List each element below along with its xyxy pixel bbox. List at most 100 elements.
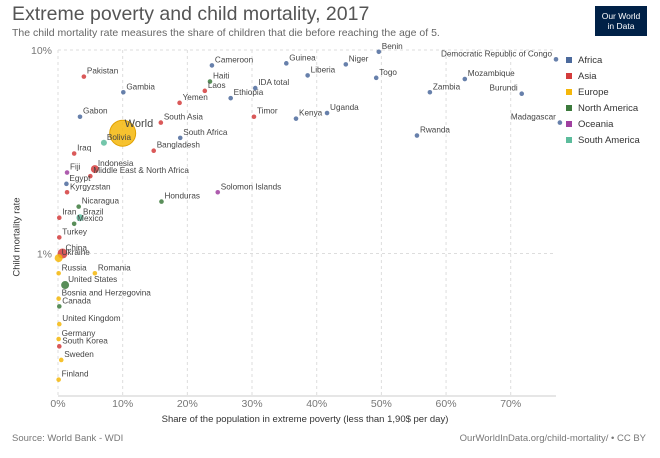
data-point[interactable]: [427, 89, 433, 95]
data-point[interactable]: [56, 215, 62, 220]
data-point[interactable]: [71, 221, 77, 227]
logo-line-1: Our World: [601, 11, 641, 21]
data-point[interactable]: [56, 377, 61, 382]
data-point[interactable]: [61, 281, 70, 290]
point-label: World: [125, 118, 154, 130]
point-label: Liberia: [311, 65, 336, 74]
data-point[interactable]: [557, 120, 563, 125]
data-point[interactable]: [462, 76, 468, 82]
legend-label: Asia: [578, 70, 597, 82]
data-point[interactable]: [64, 181, 69, 187]
data-point[interactable]: [109, 119, 137, 147]
point-label: Uganda: [330, 103, 359, 112]
legend-item[interactable]: South America: [566, 132, 640, 148]
point-label: Bosnia and Herzegovina: [62, 289, 152, 298]
data-point[interactable]: [305, 73, 310, 78]
data-point[interactable]: [373, 75, 379, 81]
legend-item[interactable]: Africa: [566, 52, 640, 68]
point-label: Nicaragua: [82, 197, 120, 206]
x-tick-label: 20%: [177, 398, 198, 410]
data-point[interactable]: [252, 85, 258, 91]
legend-item[interactable]: Oceania: [566, 116, 640, 132]
data-point[interactable]: [177, 135, 183, 141]
point-label: IDA total: [258, 78, 289, 87]
point-label: Cameroon: [215, 55, 254, 64]
point-label: China: [66, 244, 88, 253]
data-point[interactable]: [100, 139, 107, 146]
point-label: United Kingdom: [62, 314, 120, 323]
data-point[interactable]: [56, 321, 62, 327]
tick-labels: 0% 10% 20% 30% 40% 50% 60% 70% 10% 1%: [31, 45, 521, 410]
x-axis-label: Share of the population in extreme pover…: [161, 414, 449, 425]
data-point[interactable]: [293, 116, 299, 121]
data-point[interactable]: [56, 270, 61, 276]
point-label: Indonesia: [98, 159, 134, 168]
x-tick-label: 50%: [371, 398, 392, 410]
data-point[interactable]: [88, 173, 93, 179]
data-point[interactable]: [284, 61, 289, 66]
data-points: [54, 49, 563, 382]
x-tick-label: 0%: [50, 398, 65, 410]
point-label: Togo: [379, 68, 397, 77]
legend-item[interactable]: Asia: [566, 68, 640, 84]
y-axis-label: Child mortality rate: [11, 197, 23, 277]
data-point[interactable]: [343, 62, 349, 67]
data-point[interactable]: [64, 170, 70, 175]
data-point[interactable]: [64, 189, 70, 195]
data-point[interactable]: [151, 148, 157, 154]
data-point[interactable]: [54, 254, 63, 263]
legend-swatch: [566, 137, 572, 143]
x-tick-label: 30%: [242, 398, 263, 410]
grid-lines: [57, 49, 556, 397]
point-labels: Benin Niger Democratic Republic of Congo Gu…: [62, 42, 556, 379]
data-point[interactable]: [519, 91, 525, 96]
point-label: Kyrgyzstan: [70, 182, 111, 191]
data-point[interactable]: [159, 199, 164, 204]
data-point[interactable]: [177, 100, 182, 106]
legend-item[interactable]: Europe: [566, 84, 640, 100]
data-point[interactable]: [81, 74, 87, 79]
data-point[interactable]: [71, 151, 77, 156]
point-label: Romania: [98, 263, 131, 272]
data-point[interactable]: [58, 357, 64, 363]
legend-item[interactable]: North America: [566, 100, 640, 116]
owid-logo[interactable]: Our World in Data: [595, 6, 647, 36]
point-label: Honduras: [164, 192, 200, 201]
data-point[interactable]: [76, 214, 84, 222]
data-point[interactable]: [56, 336, 61, 342]
data-point[interactable]: [202, 88, 208, 94]
data-point[interactable]: [251, 114, 257, 120]
data-point[interactable]: [228, 95, 233, 101]
legend-swatch: [566, 89, 572, 95]
data-point[interactable]: [76, 204, 81, 209]
point-label: Ukraine: [62, 248, 91, 257]
source-note: Source: World Bank - WDI: [12, 433, 124, 444]
data-point[interactable]: [92, 270, 98, 276]
point-label: South Africa: [183, 128, 228, 137]
legend-label: Oceania: [578, 118, 614, 130]
data-point[interactable]: [56, 344, 62, 349]
chart-title: Extreme poverty and child mortality, 201…: [12, 3, 370, 25]
data-point[interactable]: [553, 57, 559, 62]
data-point[interactable]: [56, 235, 62, 240]
data-point[interactable]: [121, 89, 126, 95]
data-point[interactable]: [56, 304, 62, 309]
data-point[interactable]: [414, 133, 420, 138]
data-point[interactable]: [376, 49, 382, 55]
data-point[interactable]: [77, 114, 83, 120]
point-label: United States: [68, 275, 117, 284]
point-label: Fiji: [70, 163, 81, 172]
source-url[interactable]: OurWorldInData.org/child-mortality/ • CC…: [459, 433, 646, 444]
data-point[interactable]: [56, 296, 61, 301]
point-label: Guinea: [289, 53, 316, 62]
point-label: Iraq: [77, 144, 92, 153]
data-point[interactable]: [158, 120, 164, 125]
data-point[interactable]: [207, 79, 213, 84]
data-point[interactable]: [209, 63, 215, 68]
data-point[interactable]: [90, 165, 99, 174]
data-point[interactable]: [215, 189, 221, 195]
legend-swatch: [566, 105, 572, 111]
data-point[interactable]: [324, 110, 330, 116]
x-tick-label: 10%: [112, 398, 133, 410]
chart-subtitle: The child mortality rate measures the sh…: [12, 27, 440, 39]
